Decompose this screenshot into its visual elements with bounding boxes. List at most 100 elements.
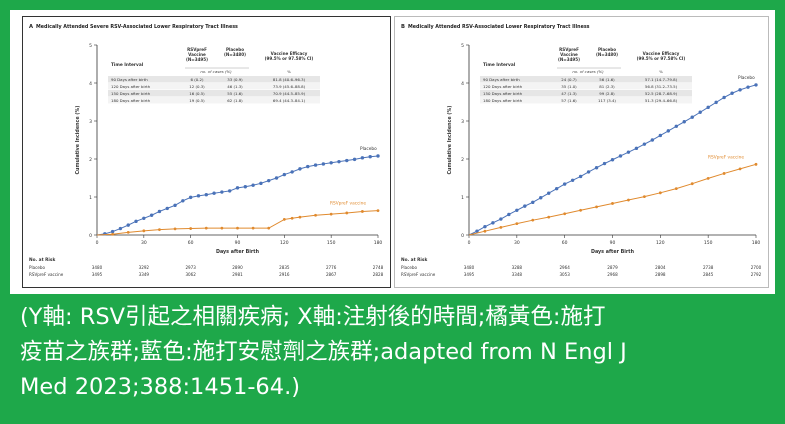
data-point-vaccine — [563, 212, 567, 216]
at-risk-value: 2776 — [326, 265, 337, 270]
data-point-placebo — [507, 212, 511, 217]
table-cell: 47 (1.3) — [561, 91, 577, 96]
y-tick-label: 4 — [89, 81, 92, 87]
series-line-vaccine — [468, 163, 757, 236]
table-header: RSVpreF Vaccine (N=3495) — [186, 47, 208, 62]
table-cell: 90 Days after birth — [111, 77, 148, 82]
data-point-vaccine — [126, 230, 130, 234]
data-point-placebo — [523, 204, 527, 208]
table-cell: 33 (0.9) — [227, 77, 243, 82]
table-cell: 51.3 (29.4–66.8) — [645, 98, 678, 103]
at-risk-value: 2964 — [559, 265, 570, 270]
data-point-vaccine — [547, 215, 551, 219]
x-tick-label: 180 — [752, 240, 761, 246]
at-risk-value: 3348 — [512, 272, 523, 277]
data-point-placebo — [602, 161, 607, 166]
table-header: Vaccine Efficacy (99.5% or 97.58% CI) — [637, 51, 686, 61]
data-point-placebo — [730, 91, 734, 95]
chart-title: Medically Attended RSV-Associated Lower … — [408, 24, 590, 30]
data-point-placebo — [227, 189, 232, 193]
series-label: RSVpreF vaccine — [708, 154, 744, 160]
data-point-placebo — [204, 193, 208, 197]
table-cell: 150 Days after birth — [111, 91, 151, 96]
table-cell: 150 Days after birth — [483, 91, 523, 96]
data-point-placebo — [618, 154, 623, 158]
y-tick-label: 5 — [461, 43, 464, 49]
at-risk-value: 2890 — [232, 265, 243, 270]
data-point-vaccine — [483, 229, 487, 233]
data-point-placebo — [586, 170, 591, 174]
data-point-vaccine — [595, 205, 598, 209]
data-point-vaccine — [360, 210, 364, 213]
data-point-vaccine — [189, 227, 193, 230]
at-risk-value: 3495 — [464, 272, 475, 277]
table-cell: 6 (0.2) — [191, 77, 204, 82]
data-point-placebo — [570, 178, 575, 182]
table-cell: 16 (0.5) — [189, 91, 205, 96]
table-cell: 90 Days after birth — [483, 77, 520, 82]
data-point-vaccine — [282, 218, 286, 221]
at-risk-value: 3495 — [92, 272, 103, 277]
table-cell: 56 (1.6) — [599, 77, 615, 82]
table-cell: 180 Days after birth — [483, 98, 523, 103]
at-risk-value: 3480 — [92, 265, 103, 270]
data-point-vaccine — [738, 167, 742, 171]
data-point-vaccine — [329, 212, 333, 216]
data-point-vaccine — [611, 202, 614, 205]
data-point-vaccine — [515, 222, 519, 226]
data-point-placebo — [274, 176, 279, 180]
data-point-placebo — [173, 203, 177, 208]
data-point-placebo — [594, 166, 599, 170]
data-point-vaccine — [376, 209, 380, 213]
table-row-bg — [480, 90, 692, 97]
data-point-vaccine — [142, 229, 146, 233]
table-cell: 120 Days after birth — [111, 84, 151, 89]
table-cell: 117 (3.4) — [598, 98, 616, 103]
y-tick-label: 4 — [461, 81, 464, 87]
data-point-placebo — [698, 110, 702, 114]
data-point-placebo — [149, 213, 154, 217]
at-risk-value: 3292 — [139, 265, 150, 270]
at-risk-value: 2835 — [279, 265, 290, 270]
data-point-vaccine — [531, 218, 535, 222]
x-tick-label: 180 — [374, 240, 383, 246]
table-row-bg — [108, 97, 320, 104]
table-cell: 62 (1.8) — [227, 98, 243, 103]
at-risk-value: 2898 — [655, 272, 666, 277]
table-header: Vaccine Efficacy (99.5% or 97.58% CI) — [265, 51, 314, 61]
table-cell: 81.8 (40.6–96.3) — [273, 77, 306, 82]
at-risk-value: 2828 — [373, 272, 384, 277]
data-point-vaccine — [642, 195, 646, 199]
table-subheader: % — [287, 69, 291, 74]
data-point-placebo — [738, 88, 742, 92]
data-point-placebo — [321, 162, 326, 166]
data-point-placebo — [157, 209, 162, 214]
y-tick-label: 5 — [89, 43, 92, 49]
x-tick-label: 150 — [327, 240, 336, 246]
table-cell: 73.9 (45.6–88.8) — [273, 84, 306, 89]
caption-line-3: Med 2023;388:1451-64.) — [20, 374, 300, 400]
table-subheader: no. of cases (%) — [200, 69, 232, 74]
at-risk-value: 2916 — [279, 272, 290, 277]
data-point-placebo — [243, 185, 248, 189]
at-risk-row-name: RSVpreF vaccine — [401, 272, 436, 277]
data-point-vaccine — [754, 162, 758, 166]
series-label: Placebo — [360, 146, 377, 152]
table-cell: 35 (1.0) — [561, 84, 577, 89]
data-point-vaccine — [499, 226, 503, 229]
table-cell: 52.5 (28.7–68.9) — [645, 91, 678, 96]
table-cell: 81 (2.3) — [599, 84, 615, 89]
data-point-vaccine — [290, 216, 294, 220]
data-point-placebo — [610, 158, 615, 162]
data-point-placebo — [666, 129, 671, 133]
data-point-placebo — [722, 95, 726, 100]
data-point-placebo — [483, 224, 487, 229]
data-point-placebo — [475, 229, 479, 233]
table-header: RSVpreF Vaccine (N=3495) — [558, 47, 580, 62]
table-cell: 56.8 (31.2–73.5) — [645, 84, 678, 89]
table-cell: 120 Days after birth — [483, 84, 523, 89]
data-point-vaccine — [251, 226, 255, 230]
table-cell: 24 (0.7) — [561, 77, 577, 82]
data-point-placebo — [368, 155, 372, 159]
